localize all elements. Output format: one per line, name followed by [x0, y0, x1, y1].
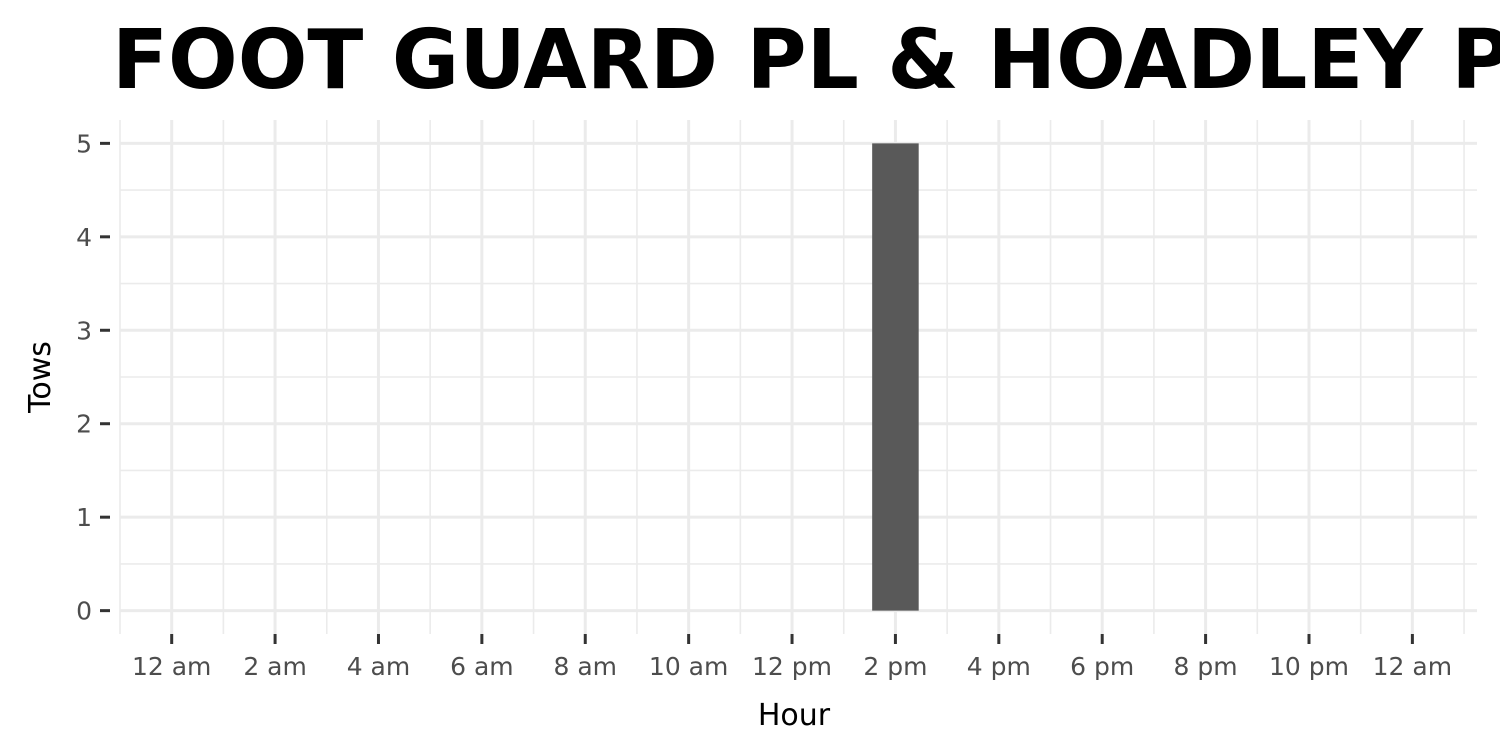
- x-tick-label: 6 pm: [1070, 652, 1134, 681]
- y-tick-label: 2: [76, 410, 92, 439]
- axes: 0 1 2 3 4 5 12 am 2 am 4 am 6 am 8 am 10 am 12 pm 2 p…: [76, 129, 1452, 681]
- x-tick-label: 4 pm: [967, 652, 1031, 681]
- y-tick-label: 0: [76, 597, 92, 626]
- y-tick-label: 3: [76, 316, 92, 345]
- x-tick-label: 8 pm: [1174, 652, 1238, 681]
- y-tick-label: 1: [76, 503, 92, 532]
- y-axis-title: Tows: [23, 341, 58, 414]
- x-axis-title: Hour: [758, 698, 831, 733]
- x-tick-label: 12 am: [1373, 652, 1452, 681]
- bars: [872, 143, 919, 611]
- x-tick-label: 12 pm: [752, 652, 832, 681]
- grid-lines: [119, 120, 1477, 634]
- x-tick-label: 10 pm: [1269, 652, 1349, 681]
- x-tick-label: 8 am: [553, 652, 617, 681]
- x-tick-label: 12 am: [132, 652, 211, 681]
- bar: [872, 143, 919, 611]
- x-tick-label: 10 am: [649, 652, 728, 681]
- x-tick-label: 4 am: [347, 652, 411, 681]
- y-tick-label: 4: [76, 223, 92, 252]
- x-tick-label: 2 am: [243, 652, 307, 681]
- chart-title: FOOT GUARD PL & HOADLEY PL: [112, 13, 1500, 108]
- x-tick-label: 6 am: [450, 652, 514, 681]
- y-tick-label: 5: [76, 129, 92, 158]
- x-tick-label: 2 pm: [863, 652, 927, 681]
